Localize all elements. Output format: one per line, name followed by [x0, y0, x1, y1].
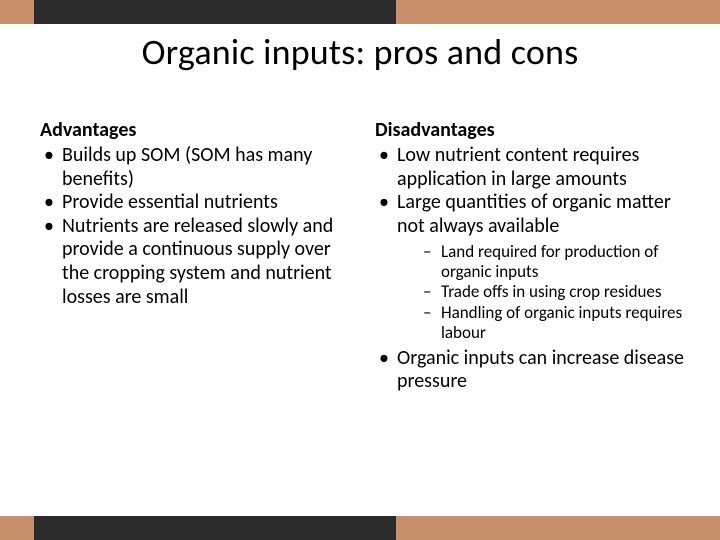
disadvantages-column: Disadvantages Low nutrient content requi… [375, 118, 690, 510]
list-item: Provide essential nutrients [40, 191, 355, 215]
list-item: Large quantities of organic matter not a… [375, 191, 690, 342]
band-seg-dark-b [34, 516, 396, 540]
list-item-text: Large quantities of organic matter not a… [397, 190, 671, 238]
list-item: Organic inputs can increase disease pres… [375, 347, 690, 394]
advantages-column: Advantages Builds up SOM (SOM has many b… [40, 118, 355, 510]
sublist-item: Land required for production of organic … [397, 242, 690, 282]
band-seg-brown-right [396, 0, 720, 24]
decorative-band-bottom [0, 516, 720, 540]
band-seg-dark [34, 0, 396, 24]
advantages-list: Builds up SOM (SOM has many benefits) Pr… [40, 144, 355, 309]
slide-title: Organic inputs: pros and cons [0, 30, 720, 74]
content-columns: Advantages Builds up SOM (SOM has many b… [40, 118, 690, 510]
list-item: Nutrients are released slowly and provid… [40, 215, 355, 309]
decorative-band-top [0, 0, 720, 24]
disadvantages-heading: Disadvantages [375, 118, 690, 142]
list-item: Builds up SOM (SOM has many benefits) [40, 144, 355, 191]
advantages-heading: Advantages [40, 118, 355, 142]
band-seg-brown-left-b [0, 516, 34, 540]
band-seg-brown-left [0, 0, 34, 24]
disadvantages-sublist: Land required for production of organic … [397, 242, 690, 342]
list-item: Low nutrient content requires applicatio… [375, 144, 690, 191]
sublist-item: Trade offs in using crop residues [397, 282, 690, 302]
sublist-item: Handling of organic inputs requires labo… [397, 303, 690, 343]
disadvantages-list: Low nutrient content requires applicatio… [375, 144, 690, 394]
band-seg-brown-right-b [396, 516, 720, 540]
